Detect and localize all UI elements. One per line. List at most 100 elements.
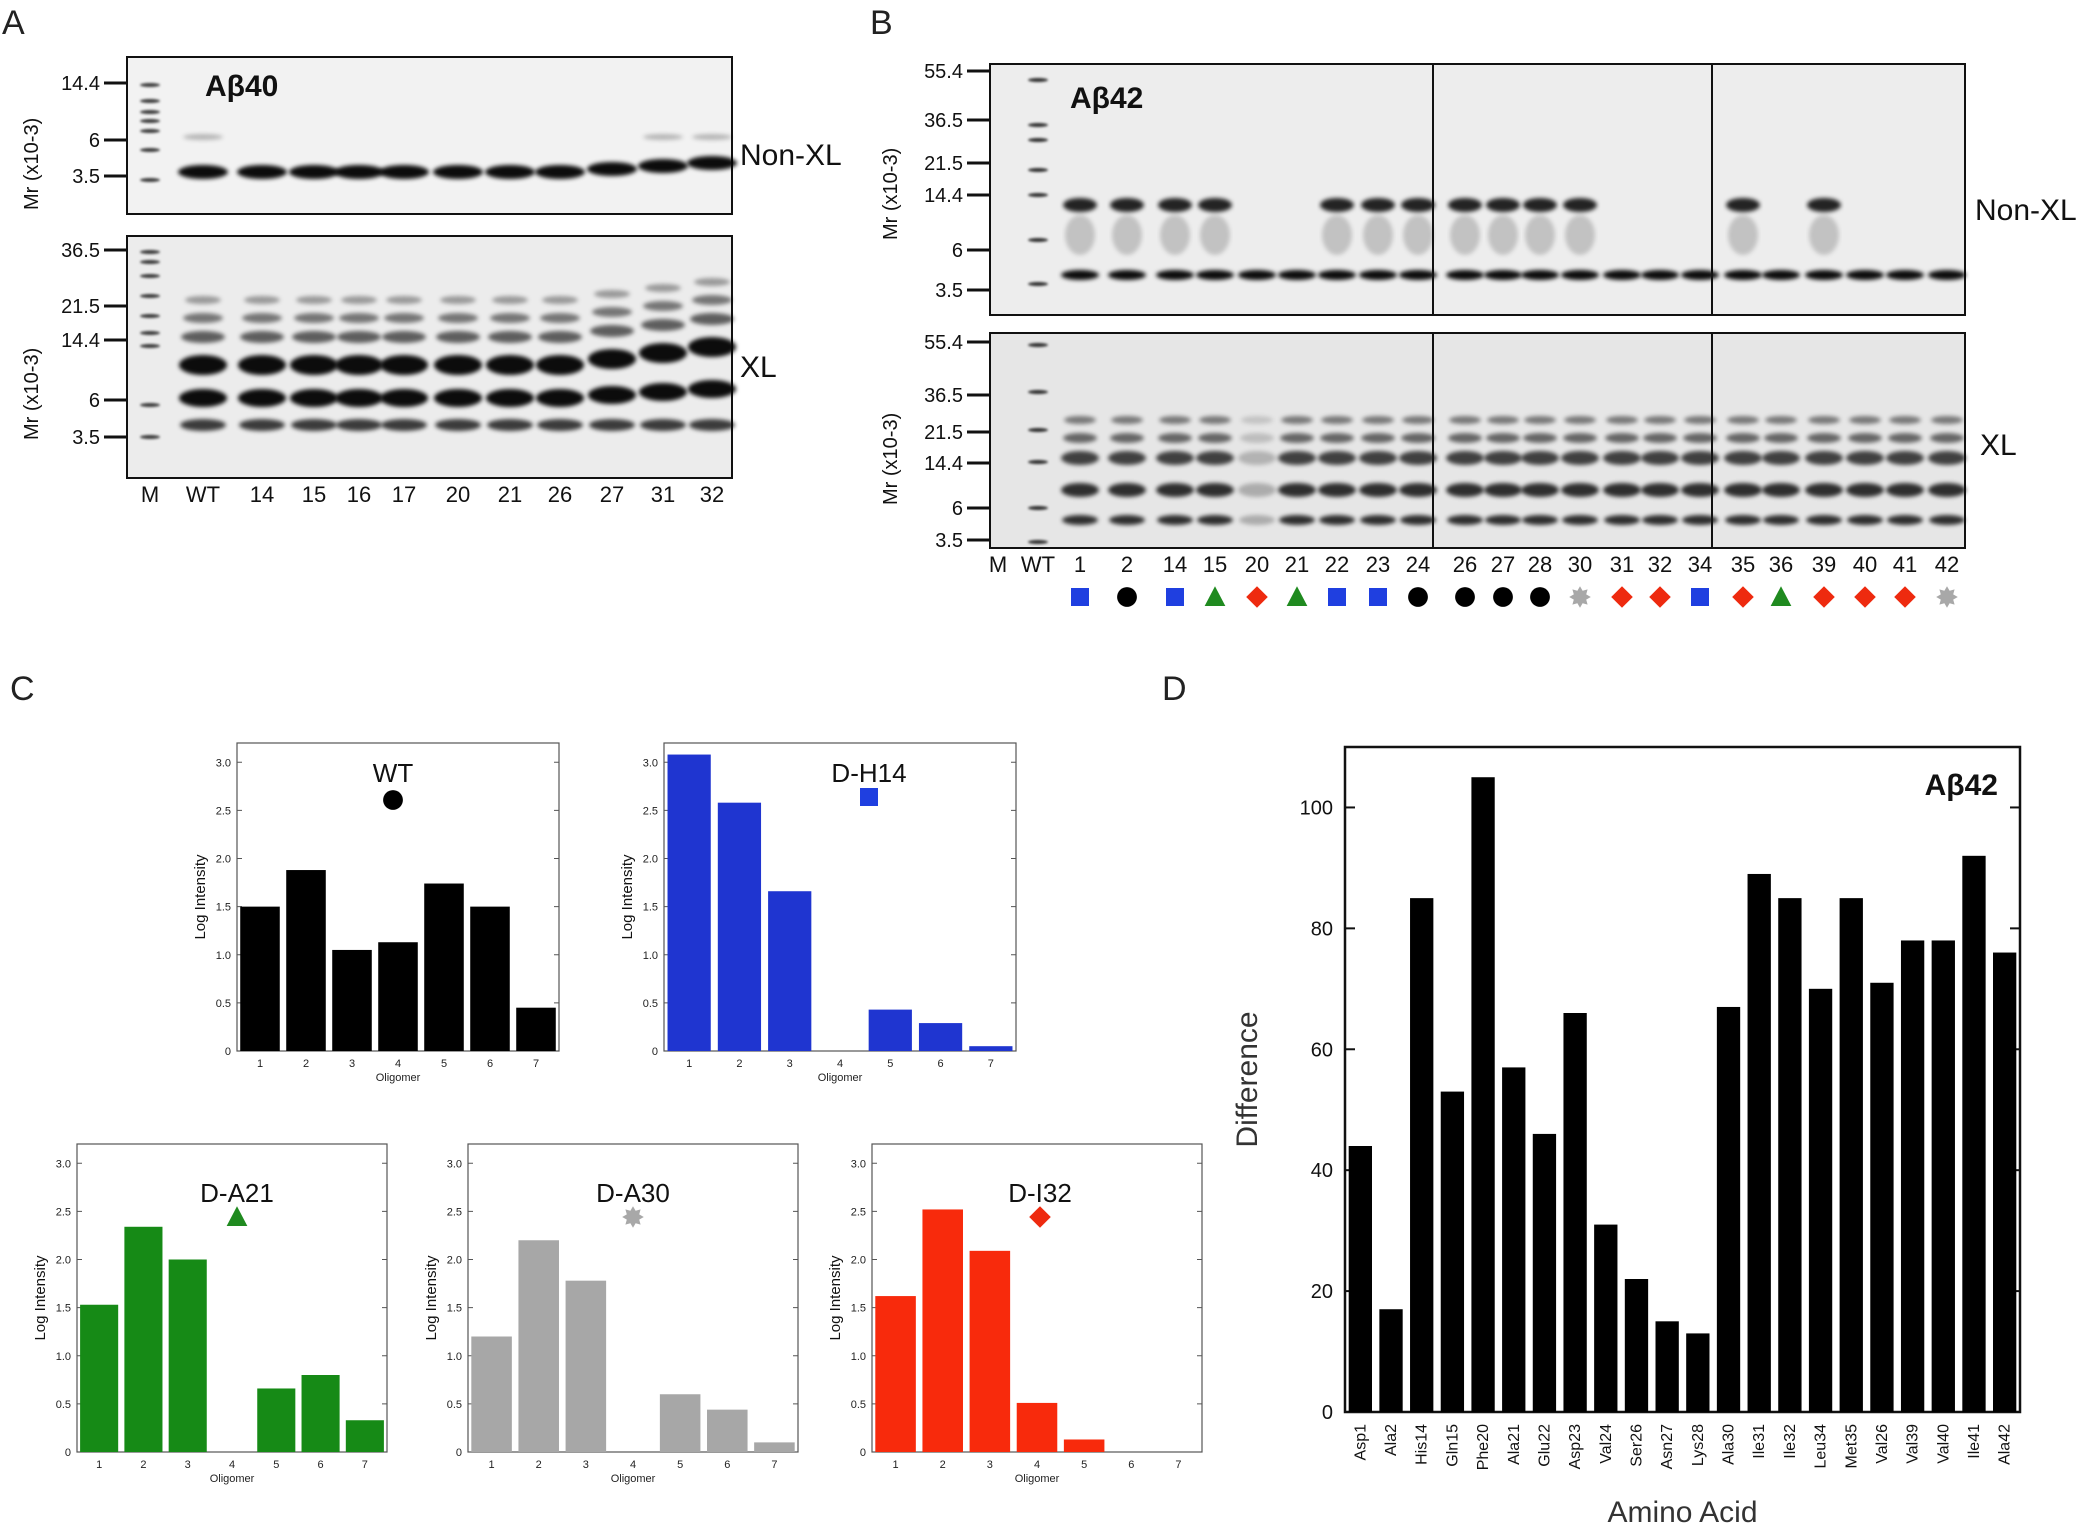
ladder-band [1028, 78, 1048, 82]
lane-symbol-triangle [1770, 586, 1792, 606]
ladder-band [1028, 540, 1048, 544]
monomer-band [291, 419, 337, 431]
tetramer-band [240, 331, 284, 343]
y-tick-label: 3.0 [216, 757, 231, 769]
monomer-band [537, 419, 583, 431]
tetramer-band [1605, 433, 1639, 443]
gel-a-title: Aβ40 [205, 70, 278, 103]
marker-label: 3.5 [72, 166, 100, 188]
chart-title: D-A21 [200, 1178, 274, 1208]
y-tick-label: 1.0 [447, 1351, 462, 1363]
oligomer-band [1110, 198, 1144, 212]
monomer-band [1062, 515, 1098, 525]
monomer-band [1724, 270, 1762, 280]
dimer-band [688, 380, 736, 398]
hexamer-band [185, 296, 221, 304]
tetramer-band [1401, 433, 1435, 443]
pentamer-band [1889, 416, 1921, 424]
x-tick-label: 4 [229, 1459, 235, 1471]
marker-label: 6 [952, 498, 963, 520]
panel-letter-a: A [2, 4, 25, 42]
y-tick-label: 40 [1311, 1160, 1333, 1182]
hexamer-band [440, 296, 476, 304]
monomer-band [1806, 515, 1842, 525]
legend-symbol-diamond [1029, 1206, 1051, 1228]
chart-title: D-A30 [596, 1178, 670, 1208]
gel-b-lane-label: 23 [1366, 552, 1390, 577]
trimer-band [1359, 451, 1397, 465]
tetramer-band [1240, 433, 1274, 443]
y-tick-label: 2.5 [643, 805, 658, 817]
tetramer-band [1683, 433, 1717, 443]
x-axis-label: Oligomer [818, 1072, 863, 1084]
gel-b-nonxl-label: Non-XL [1975, 194, 2077, 227]
panel-b: Aβ42 Non-XL XL Mr (x10-3) Mr (x10-3) 55.… [880, 61, 2077, 608]
y-tick-label: 0 [65, 1447, 71, 1459]
dimer-band [1156, 483, 1194, 497]
x-tick-label: Asp1 [1352, 1424, 1369, 1461]
gel-b-lane-label: 2 [1121, 552, 1133, 577]
monomer-band [1846, 270, 1884, 280]
tetramer-band [1486, 433, 1520, 443]
marker-label: 3.5 [72, 427, 100, 449]
y-tick-label: 0 [860, 1447, 866, 1459]
bar-ala21 [1502, 1067, 1526, 1412]
plot-frame [467, 1143, 799, 1453]
x-tick-label: Val26 [1874, 1424, 1891, 1464]
trimer-band [1446, 451, 1484, 465]
hexamer-band [386, 296, 422, 304]
dimer-band [1061, 483, 1099, 497]
monomer-band [1109, 515, 1145, 525]
gel-b-lane-label: 42 [1935, 552, 1959, 577]
y-tick-label: 1.0 [851, 1351, 866, 1363]
monomer-band [435, 419, 481, 431]
monomer-band [1238, 270, 1276, 280]
x-axis-label: Oligomer [376, 1072, 421, 1084]
bar-asp1 [1348, 1146, 1372, 1412]
trimer-band [290, 355, 338, 375]
x-tick-label: 6 [1128, 1459, 1134, 1471]
gel-b-lane-labels: M WT 1 2 14 15 20 21 22 23 24 26 27 28 30 31 32 34 35 36 39 4… [989, 552, 1959, 577]
trimer-band [486, 355, 534, 375]
x-tick-label: Ser26 [1628, 1424, 1645, 1467]
chart-title: WT [373, 758, 414, 788]
monomer-band [1399, 270, 1437, 280]
oligomer-band [1198, 198, 1232, 212]
trimer-band [1196, 451, 1234, 465]
bar-oligomer-7 [345, 1420, 384, 1452]
gel-a-lane-label: 32 [700, 482, 724, 507]
bar-oligomer-7 [754, 1442, 795, 1452]
x-axis-label: Oligomer [1015, 1473, 1060, 1485]
bar-ser26 [1624, 1279, 1649, 1412]
pentamer-band [438, 313, 478, 323]
pentamer-band [1727, 416, 1759, 424]
pentamer-band [1606, 416, 1638, 424]
lane-symbol-triangle [1204, 586, 1226, 606]
x-tick-label: 1 [96, 1459, 102, 1471]
ladder-band [140, 344, 160, 348]
y-tick-label: 3.0 [851, 1158, 866, 1170]
monomer-band [1239, 515, 1275, 525]
marker-label: 55.4 [924, 332, 963, 354]
ladder-band [1028, 343, 1048, 347]
monomer-band [1805, 270, 1843, 280]
hexamer-band [694, 278, 730, 286]
monomer-band [689, 419, 735, 431]
gel-b-lane-label: 24 [1406, 552, 1430, 577]
chart-title: Aβ42 [1925, 769, 1998, 802]
x-tick-label: Phe20 [1475, 1424, 1492, 1470]
panel-c-charts: 0 0.5 1.0 1.5 2.0 2.5 3.0 1 2 3 4 5 6 7 Oligomer Log In… [32, 742, 1203, 1485]
y-tick-label: 0.5 [643, 998, 658, 1010]
gel-a-lane-label: 31 [651, 482, 675, 507]
dimer-band [290, 389, 338, 407]
monomer-band [587, 162, 637, 176]
bar-ile41 [1962, 855, 1986, 1412]
dimer-band [1886, 483, 1924, 497]
bar-ile32 [1778, 898, 1802, 1412]
bar-oligomer-2 [922, 1209, 963, 1452]
trimer-band [1603, 451, 1641, 465]
bar-met35 [1839, 898, 1863, 1412]
monomer-band [1603, 270, 1641, 280]
lane-symbol-square [1328, 588, 1346, 606]
x-tick-label: Asp23 [1567, 1424, 1584, 1469]
